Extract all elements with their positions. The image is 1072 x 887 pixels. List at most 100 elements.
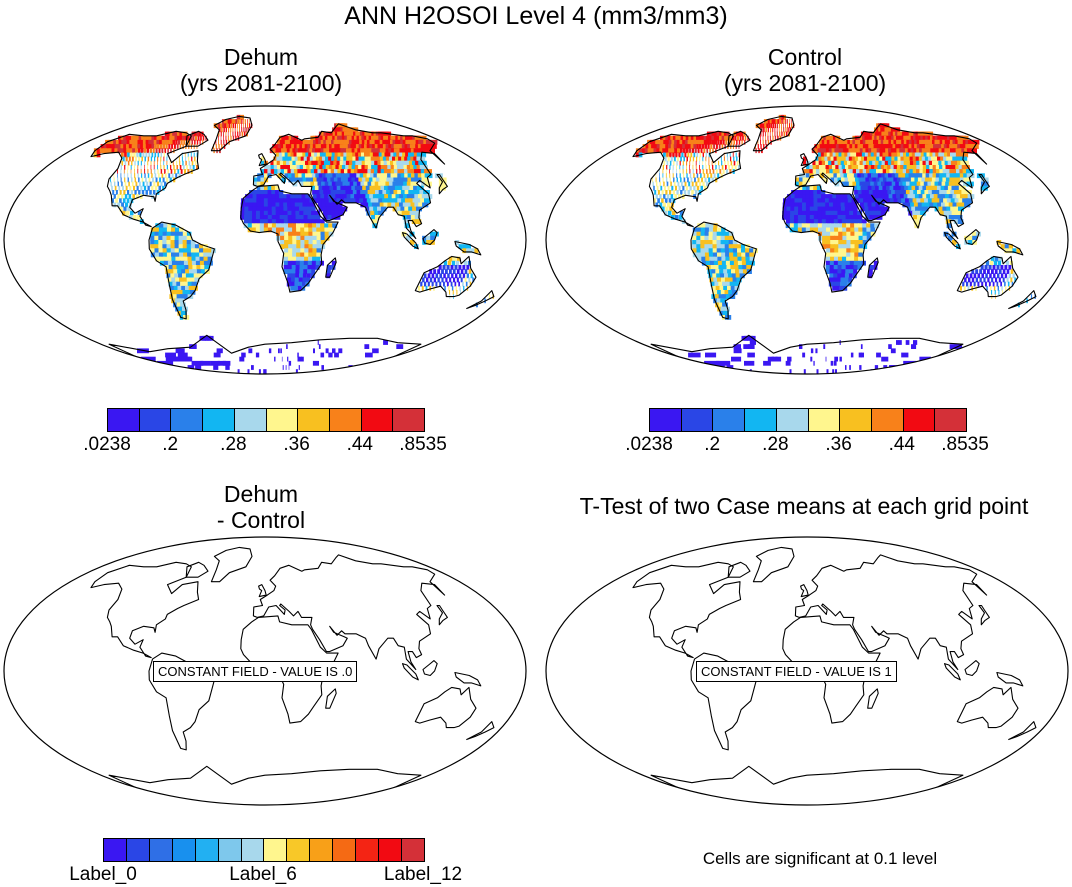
map-border bbox=[3, 105, 527, 375]
coastline-newguinea bbox=[996, 240, 1024, 256]
coastline-newzealand bbox=[1008, 721, 1037, 741]
coastline-antarctica bbox=[650, 765, 964, 805]
coastline-africa bbox=[782, 184, 881, 293]
coastline-newzealand bbox=[1008, 290, 1037, 310]
coastline-uk bbox=[258, 153, 267, 167]
colorbar-label: .8535 bbox=[399, 434, 447, 455]
panel-title-line2: (yrs 2081-2100) bbox=[723, 70, 887, 96]
coastline-africa bbox=[240, 184, 339, 293]
coastline-newguinea bbox=[454, 240, 482, 256]
colorbar-swatch bbox=[104, 839, 127, 861]
map-border bbox=[545, 536, 1069, 806]
coastline-greenland bbox=[752, 546, 795, 583]
colorbar-swatch bbox=[745, 409, 777, 431]
colorbar-swatch bbox=[310, 839, 334, 861]
coastline-australia bbox=[414, 686, 477, 729]
colorbar-label: .0238 bbox=[625, 434, 673, 455]
colorbar-swatch bbox=[126, 839, 150, 861]
colorbar-swatch bbox=[195, 839, 219, 861]
colorbar-swatch bbox=[650, 409, 682, 431]
coastlines bbox=[90, 115, 495, 374]
colorbar-dehum bbox=[107, 408, 425, 432]
colorbar-swatch bbox=[203, 409, 235, 431]
coastline-baffin bbox=[727, 561, 751, 578]
colorbar-swatch bbox=[840, 409, 872, 431]
coastline-japan bbox=[978, 173, 990, 195]
coastline-northAmerica bbox=[632, 561, 742, 659]
colorbar-swatch bbox=[361, 409, 394, 431]
coastline-antarctica bbox=[108, 334, 422, 374]
colorbar-label: .36 bbox=[283, 434, 310, 455]
coastline-madagascar bbox=[867, 688, 879, 709]
colorbar-label: Label_6 bbox=[229, 864, 297, 885]
colorbar-control bbox=[649, 408, 967, 432]
colorbar-swatch bbox=[108, 409, 140, 431]
coastline-sumatra bbox=[943, 232, 961, 250]
panel-title-difference: Dehum - Control bbox=[111, 481, 411, 533]
coastline-japan bbox=[436, 173, 448, 195]
colorbar-swatch bbox=[393, 409, 425, 431]
coastline-borneo bbox=[964, 660, 980, 677]
coastline-borneo bbox=[422, 229, 438, 246]
coastline-madagascar bbox=[325, 688, 337, 709]
colorbar-swatch bbox=[234, 409, 267, 431]
colorbar-label: .36 bbox=[825, 434, 852, 455]
main-title: ANN H2OSOI Level 4 (mm3/mm3) bbox=[344, 2, 728, 30]
map-ttest bbox=[545, 536, 1069, 806]
colorbar-swatch bbox=[172, 839, 196, 861]
coastline-newguinea bbox=[454, 671, 482, 687]
coastline-baffin bbox=[185, 561, 209, 578]
constant-field-label-ttest: CONSTANT FIELD - VALUE IS 1 bbox=[696, 661, 897, 682]
coastline-eurasia bbox=[252, 123, 446, 240]
coastline-sumatra bbox=[401, 663, 419, 681]
coastline-uk bbox=[800, 153, 809, 167]
colorbar-label: Label_12 bbox=[383, 864, 463, 885]
coastline-australia bbox=[956, 255, 1019, 298]
coastline-southAmerica bbox=[148, 221, 215, 320]
colorbar-swatch bbox=[808, 409, 841, 431]
colorbar-swatch bbox=[149, 839, 173, 861]
coastline-sumatra bbox=[401, 232, 419, 250]
soil-moisture-cells bbox=[93, 114, 494, 374]
constant-field-label-difference: CONSTANT FIELD - VALUE IS .0 bbox=[153, 661, 358, 682]
coastline-antarctica bbox=[650, 334, 964, 374]
colorbar-difference bbox=[103, 838, 425, 862]
colorbar-swatch bbox=[935, 409, 967, 431]
panel-title-dehum: Dehum (yrs 2081-2100) bbox=[111, 44, 411, 96]
coastline-baffin bbox=[185, 130, 209, 147]
colorbar-label: .2 bbox=[704, 434, 721, 455]
panel-title-line1: Dehum bbox=[223, 481, 299, 507]
colorbar-swatch bbox=[871, 409, 904, 431]
coastline-eurasia bbox=[252, 554, 446, 671]
colorbar-label: .44 bbox=[346, 434, 374, 455]
colorbar-label: .28 bbox=[220, 434, 247, 455]
coastline-australia bbox=[956, 686, 1019, 729]
coastline-uk bbox=[258, 584, 267, 598]
colorbar-swatch bbox=[356, 839, 380, 861]
colorbar-label: .8535 bbox=[941, 434, 989, 455]
coastline-antarctica bbox=[108, 765, 422, 805]
coastline-australia bbox=[414, 255, 477, 298]
map-dehum bbox=[3, 105, 527, 375]
colorbar-swatch bbox=[681, 409, 714, 431]
map-border bbox=[545, 105, 1069, 375]
colorbar-label: .44 bbox=[888, 434, 916, 455]
colorbar-swatch bbox=[287, 839, 311, 861]
map-control bbox=[545, 105, 1069, 375]
panel-title-line1: Control bbox=[767, 44, 843, 70]
coastline-southAmerica bbox=[690, 221, 757, 320]
coastline-madagascar bbox=[867, 257, 879, 278]
colorbar-swatch bbox=[903, 409, 936, 431]
colorbar-swatch bbox=[266, 409, 299, 431]
coastline-borneo bbox=[422, 660, 438, 677]
panel-title-line1: Dehum bbox=[223, 44, 299, 70]
colorbar-label: Label_0 bbox=[69, 864, 137, 885]
coastline-eurasia bbox=[794, 554, 988, 671]
coastline-japan bbox=[436, 604, 448, 626]
coastline-eurasia bbox=[794, 123, 988, 240]
coastline-newzealand bbox=[466, 290, 495, 310]
coastline-newguinea bbox=[996, 671, 1024, 687]
colorbar-swatch bbox=[329, 409, 362, 431]
coastline-newzealand bbox=[466, 721, 495, 741]
coastlines bbox=[632, 115, 1037, 374]
